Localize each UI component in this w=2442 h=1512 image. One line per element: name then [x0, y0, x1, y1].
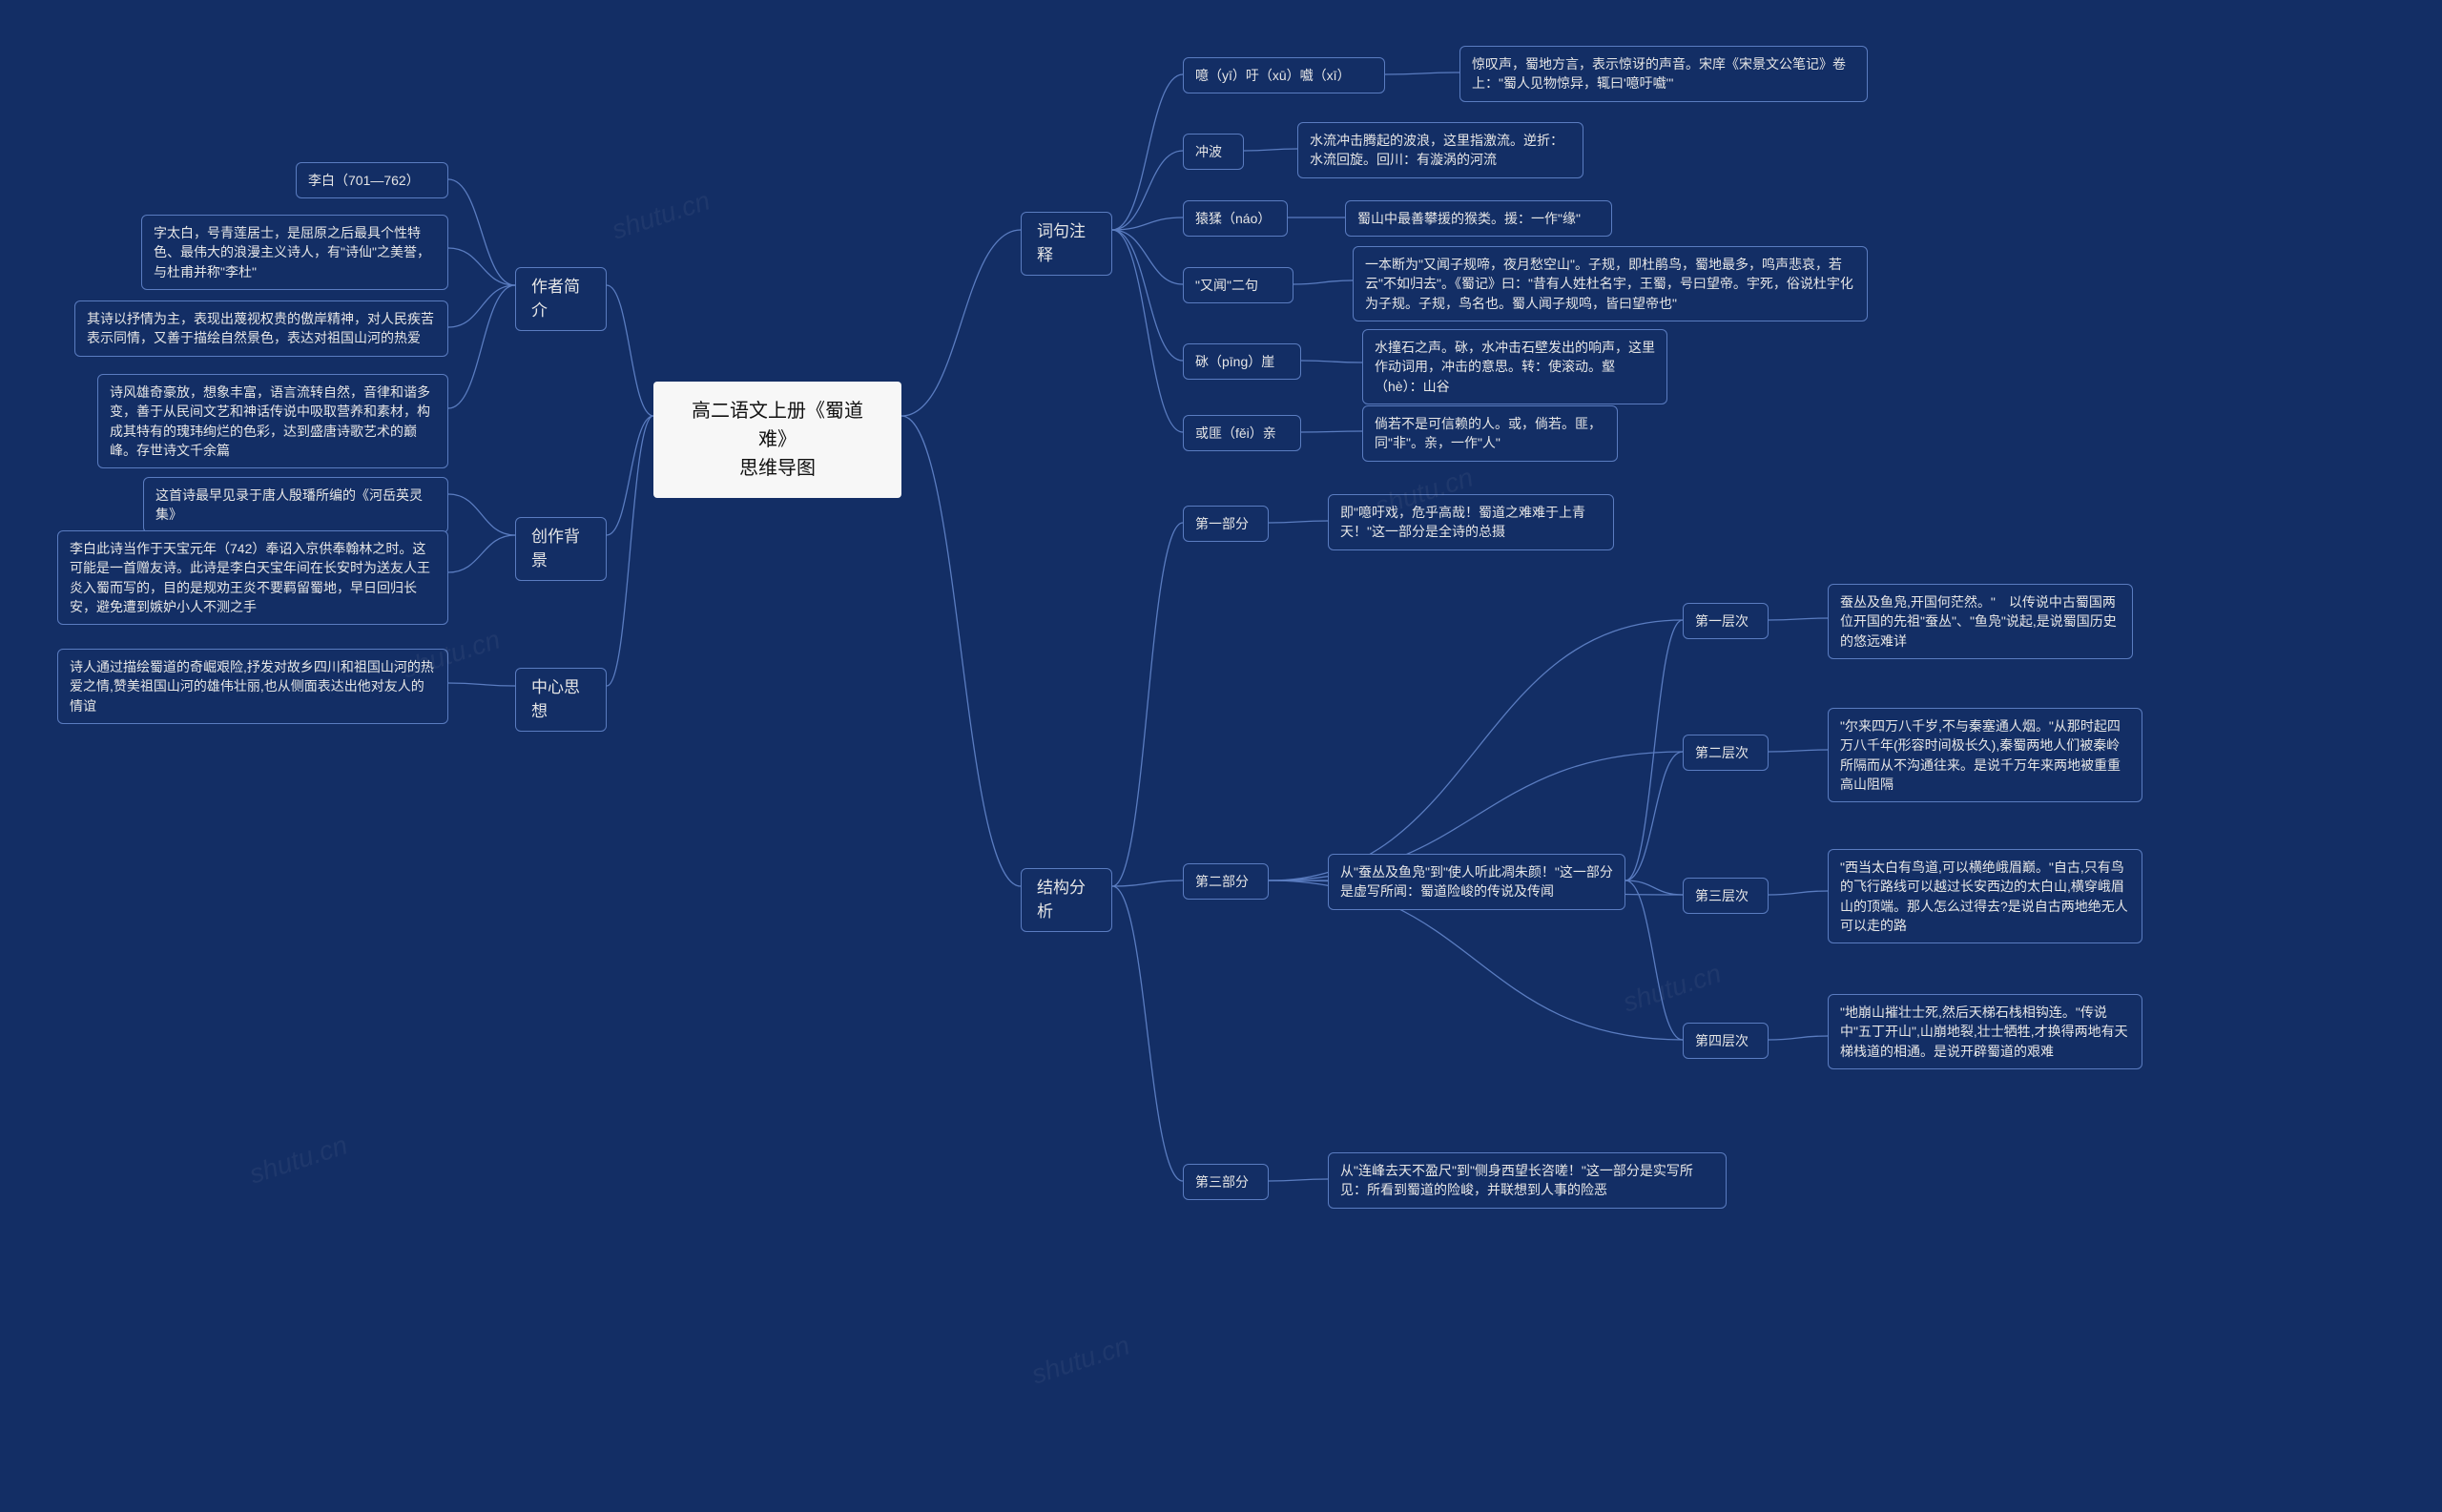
right-leaf: 第三层次: [1683, 878, 1769, 914]
right-leaf: 即"噫吁戏，危乎高哉！蜀道之难难于上青天！"这一部分是全诗的总摄: [1328, 494, 1614, 550]
left-leaf: 诗人通过描绘蜀道的奇崛艰险,抒发对故乡四川和祖国山河的热爱之情,赞美祖国山河的雄…: [57, 649, 448, 724]
left-branch: 中心思想: [515, 668, 607, 732]
right-leaf: 倘若不是可信赖的人。或，倘若。匪，同"非"。亲，一作"人": [1362, 405, 1618, 462]
right-leaf: 从"蚕丛及鱼凫"到"使人听此凋朱颜！"这一部分是虚写所闻：蜀道险峻的传说及传闻: [1328, 854, 1625, 910]
right-node: 或匪（fěi）亲: [1183, 415, 1301, 451]
watermark: shutu.cn: [609, 185, 714, 245]
left-leaf: 诗风雄奇豪放，想象丰富，语言流转自然，音律和谐多变，善于从民间文艺和神话传说中吸…: [97, 374, 448, 468]
right-branch: 结构分析: [1021, 868, 1112, 932]
right-leaf: 第二层次: [1683, 735, 1769, 771]
right-branch: 词句注释: [1021, 212, 1112, 276]
right-leaf: 第一层次: [1683, 603, 1769, 639]
right-leaf: 第四层次: [1683, 1023, 1769, 1059]
left-leaf: 其诗以抒情为主，表现出蔑视权贵的傲岸精神，对人民疾苦表示同情，又善于描绘自然景色…: [74, 300, 448, 357]
right-node: 猿猱（náo）: [1183, 200, 1288, 237]
right-node: "又闻"二句: [1183, 267, 1293, 303]
right-deep-leaf: "地崩山摧壮士死,然后天梯石栈相钩连。"传说中"五丁开山",山崩地裂,壮士牺牲,…: [1828, 994, 2142, 1069]
right-leaf: 从"连峰去天不盈尺"到"侧身西望长咨嗟！"这一部分是实写所见：所看到蜀道的险峻，…: [1328, 1152, 1727, 1209]
right-node: 噫（yī）吁（xū）嚱（xī）: [1183, 57, 1385, 93]
right-leaf: 水流冲击腾起的波浪，这里指激流。逆折：水流回旋。回川：有漩涡的河流: [1297, 122, 1583, 178]
left-branch: 作者简介: [515, 267, 607, 331]
left-leaf: 李白此诗当作于天宝元年（742）奉诏入京供奉翰林之时。这可能是一首赠友诗。此诗是…: [57, 530, 448, 625]
right-leaf: 水撞石之声。砯，水冲击石壁发出的响声，这里作动词用，冲击的意思。转：使滚动。壑（…: [1362, 329, 1667, 404]
watermark: shutu.cn: [1620, 958, 1726, 1018]
right-node: 冲波: [1183, 134, 1244, 170]
right-node: 第二部分: [1183, 863, 1269, 900]
right-node: 第三部分: [1183, 1164, 1269, 1200]
left-leaf: 这首诗最早见录于唐人殷璠所编的《河岳英灵集》: [143, 477, 448, 533]
left-branch: 创作背景: [515, 517, 607, 581]
center-node: 高二语文上册《蜀道难》思维导图: [653, 382, 901, 498]
watermark: shutu.cn: [1028, 1330, 1134, 1390]
right-deep-leaf: "尔来四万八千岁,不与秦塞通人烟。"从那时起四万八千年(形容时间极长久),秦蜀两…: [1828, 708, 2142, 802]
right-node: 第一部分: [1183, 506, 1269, 542]
left-leaf: 字太白，号青莲居士，是屈原之后最具个性特色、最伟大的浪漫主义诗人，有"诗仙"之美…: [141, 215, 448, 290]
right-leaf: 惊叹声，蜀地方言，表示惊讶的声音。宋庠《宋景文公笔记》卷上："蜀人见物惊异，辄曰…: [1459, 46, 1868, 102]
right-leaf: 一本断为"又闻子规啼，夜月愁空山"。子规，即杜鹃鸟，蜀地最多，鸣声悲哀，若云"不…: [1353, 246, 1868, 321]
right-deep-leaf: 蚕丛及鱼凫,开国何茫然。" 以传说中古蜀国两位开国的先祖"蚕丛"、"鱼凫"说起,…: [1828, 584, 2133, 659]
right-node: 砯（pīng）崖: [1183, 343, 1301, 380]
right-leaf: 蜀山中最善攀援的猴类。援：一作"缘": [1345, 200, 1612, 237]
watermark: shutu.cn: [246, 1129, 352, 1190]
right-deep-leaf: "西当太白有鸟道,可以横绝峨眉巅。"自古,只有鸟的飞行路线可以越过长安西边的太白…: [1828, 849, 2142, 943]
left-leaf: 李白（701—762）: [296, 162, 448, 198]
